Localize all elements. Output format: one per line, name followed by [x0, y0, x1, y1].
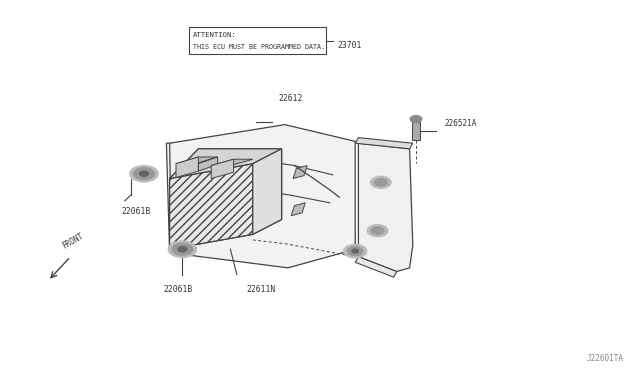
Polygon shape	[170, 164, 253, 249]
Text: ATTENTION:: ATTENTION:	[193, 32, 236, 38]
Circle shape	[172, 243, 193, 255]
Circle shape	[410, 116, 422, 122]
Circle shape	[371, 176, 391, 188]
Polygon shape	[198, 157, 218, 171]
Polygon shape	[253, 149, 282, 234]
Bar	[412, 122, 420, 140]
Circle shape	[374, 179, 387, 186]
Circle shape	[178, 247, 187, 252]
Polygon shape	[170, 164, 253, 249]
Polygon shape	[176, 157, 198, 177]
Polygon shape	[211, 159, 253, 166]
Circle shape	[371, 227, 384, 234]
Polygon shape	[211, 159, 234, 179]
Circle shape	[168, 241, 196, 257]
Circle shape	[344, 244, 367, 258]
Polygon shape	[253, 149, 282, 234]
Circle shape	[348, 247, 363, 256]
Polygon shape	[170, 149, 282, 179]
Circle shape	[367, 225, 388, 237]
Polygon shape	[355, 257, 397, 277]
Polygon shape	[176, 157, 218, 164]
Text: 22611N: 22611N	[246, 285, 276, 294]
Text: 22061B: 22061B	[163, 285, 193, 294]
Circle shape	[140, 171, 148, 176]
Polygon shape	[170, 125, 355, 268]
Text: 23701: 23701	[338, 41, 362, 50]
Polygon shape	[170, 149, 282, 179]
Circle shape	[352, 249, 358, 253]
Bar	[189, 27, 326, 54]
Polygon shape	[355, 138, 413, 149]
Circle shape	[134, 168, 154, 180]
Polygon shape	[358, 143, 413, 272]
Text: FRONT: FRONT	[61, 232, 85, 251]
Text: 22061B: 22061B	[122, 207, 151, 216]
Circle shape	[130, 166, 158, 182]
Text: THIS ECU MUST BE PROGRAMMED DATA.: THIS ECU MUST BE PROGRAMMED DATA.	[193, 44, 324, 50]
Polygon shape	[291, 203, 305, 216]
Text: 226521A: 226521A	[445, 119, 477, 128]
Polygon shape	[293, 166, 307, 179]
Text: J22601TA: J22601TA	[587, 354, 624, 363]
Polygon shape	[166, 143, 355, 253]
Text: 22612: 22612	[278, 94, 303, 103]
